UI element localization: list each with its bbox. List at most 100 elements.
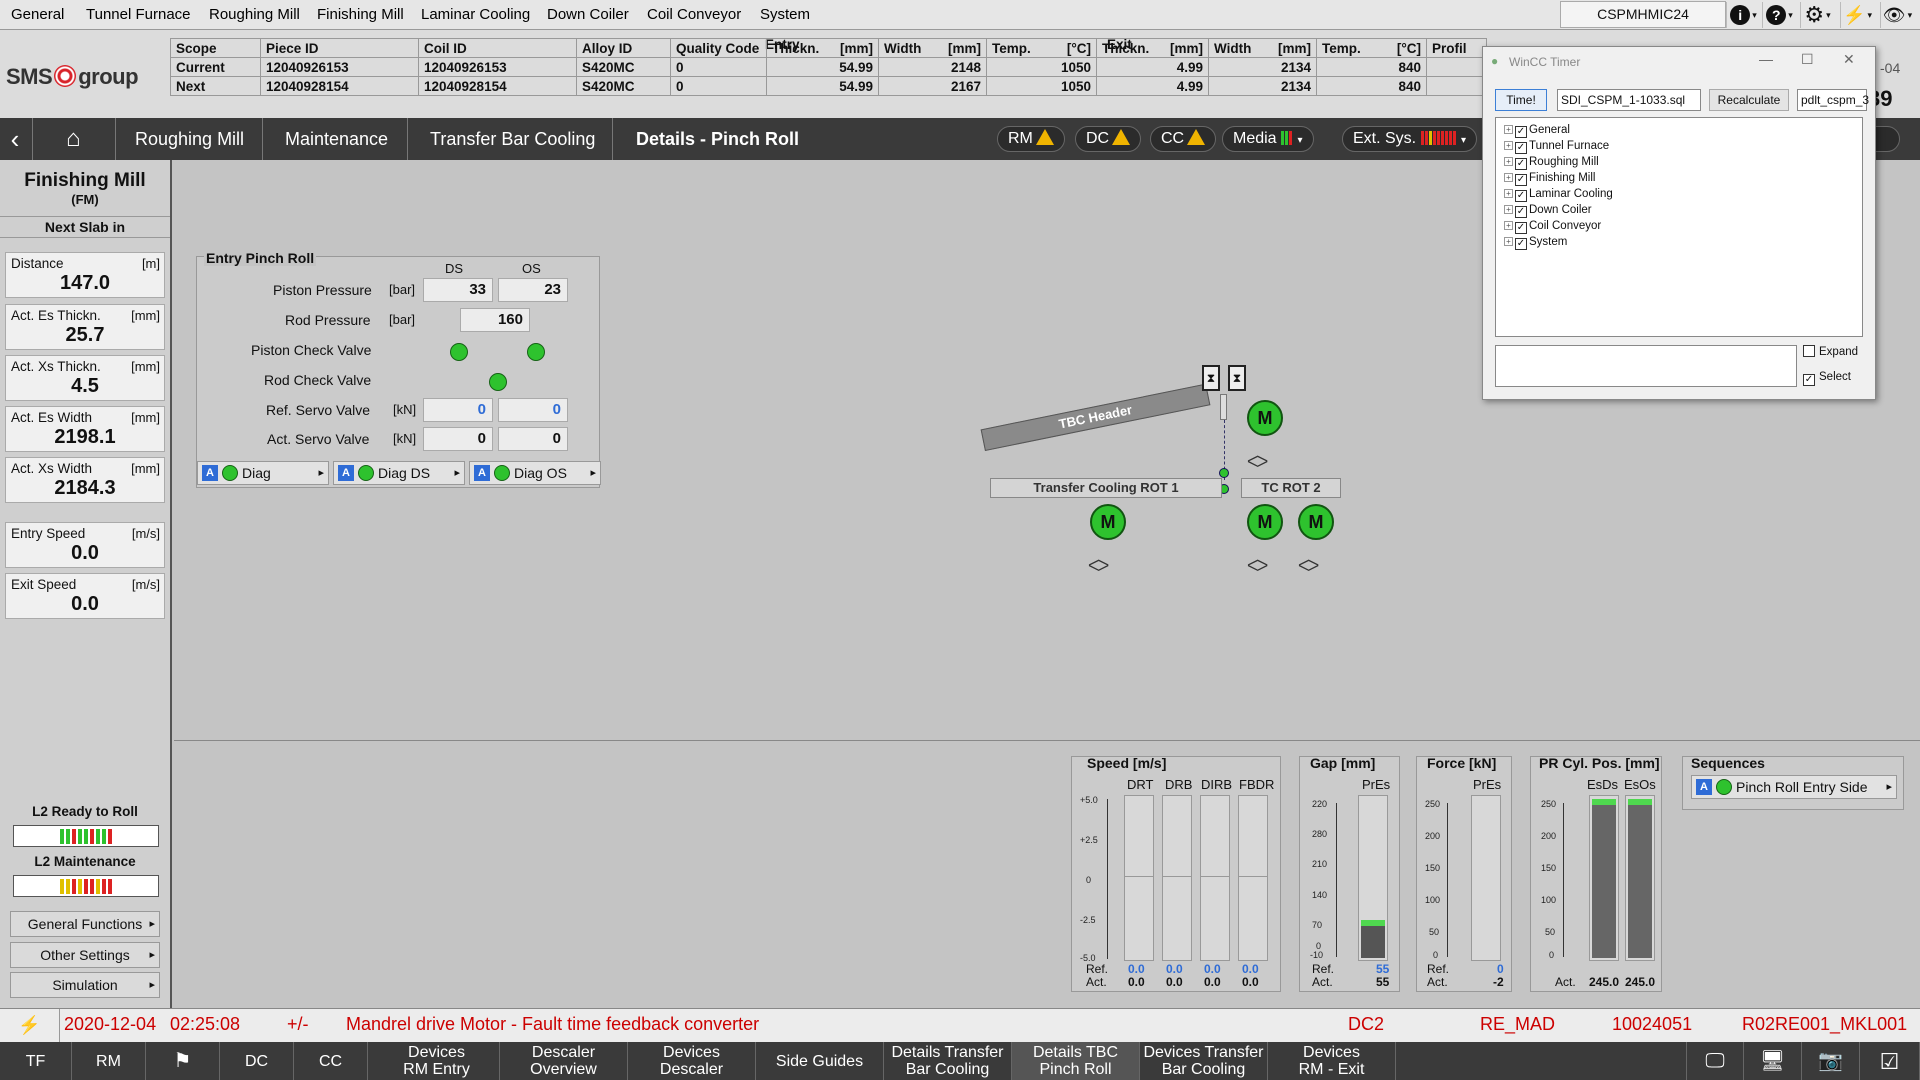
menu-roughing-mill[interactable]: Roughing Mill bbox=[209, 6, 300, 23]
act-label: Act. bbox=[1312, 975, 1333, 989]
popup-title: WinCC Timer bbox=[1509, 55, 1581, 69]
output-textbox[interactable] bbox=[1495, 345, 1797, 387]
cc-status-pill[interactable]: CC bbox=[1150, 126, 1217, 152]
tab-devices-descaler[interactable]: Devices Descaler bbox=[628, 1042, 756, 1080]
monitor-settings-icon[interactable]: 🖥 bbox=[1744, 1042, 1802, 1080]
other-settings-button[interactable]: Other Settings bbox=[10, 942, 160, 968]
tree-item-roughing-mill[interactable]: + ✓ Roughing Mill bbox=[1504, 154, 1599, 170]
menu-tunnel-furnace[interactable]: Tunnel Furnace bbox=[86, 6, 191, 23]
diag-button[interactable]: A Diag bbox=[197, 461, 329, 485]
tree-item-general[interactable]: + ✓ General bbox=[1504, 122, 1570, 138]
l2-maintenance-label: L2 Maintenance bbox=[34, 854, 136, 869]
general-functions-button[interactable]: General Functions bbox=[10, 911, 160, 937]
table-row: Next 12040928154 12040928154 S420MC 0 54.99 2… bbox=[170, 76, 1487, 96]
time-button[interactable]: Time! bbox=[1495, 89, 1547, 111]
rot2-label: TC ROT 2 bbox=[1241, 478, 1341, 498]
tab-tf[interactable]: TF bbox=[0, 1042, 72, 1080]
tab-cc[interactable]: CC bbox=[294, 1042, 368, 1080]
left-panel: Finishing Mill (FM) Next Slab in Distanc… bbox=[0, 160, 172, 1008]
back-icon[interactable]: ‹ bbox=[10, 124, 20, 154]
tree-item-system[interactable]: + ✓ System bbox=[1504, 234, 1567, 250]
act-servo-valve-label: Act. Servo Valve bbox=[267, 431, 370, 447]
help-icon[interactable]: ? ▾ bbox=[1762, 2, 1796, 28]
header-connector-line bbox=[1224, 420, 1225, 480]
tab-side-guides[interactable]: Side Guides bbox=[756, 1042, 884, 1080]
force-act-value: -2 bbox=[1493, 975, 1504, 989]
speed-ref-fbdr: 0.0 bbox=[1242, 962, 1259, 976]
menu-coil-conveyor[interactable]: Coil Conveyor bbox=[647, 6, 742, 23]
pinch-roll-entry-side-button[interactable]: A Pinch Roll Entry Side bbox=[1691, 775, 1897, 799]
motor-icon[interactable]: M bbox=[1298, 504, 1334, 540]
gap-col-pres: PrEs bbox=[1362, 777, 1391, 792]
recalculate-button[interactable]: Recalculate bbox=[1709, 89, 1789, 111]
power-icon[interactable]: ⚡ ▾ bbox=[1840, 2, 1874, 28]
menu-general[interactable]: General bbox=[11, 6, 65, 23]
tab-details-transfer-bar-cooling[interactable]: Details Transfer Bar Cooling bbox=[884, 1042, 1012, 1080]
menu-finishing-mill[interactable]: Finishing Mill bbox=[317, 6, 404, 23]
select-checkbox[interactable]: ✓ Select bbox=[1803, 371, 1851, 386]
tree-item-tunnel-furnace[interactable]: + ✓ Tunnel Furnace bbox=[1504, 138, 1609, 154]
tree-item-down-coiler[interactable]: + ✓ Down Coiler bbox=[1504, 202, 1592, 218]
tick-label: +5.0 bbox=[1080, 795, 1098, 805]
media-led-icon bbox=[1281, 129, 1293, 153]
act-es-width-box: Act. Es Width [mm] 2198.1 bbox=[5, 406, 165, 452]
tab-rm[interactable]: RM bbox=[72, 1042, 146, 1080]
breadcrumb-transfer-bar-cooling[interactable]: Transfer Bar Cooling bbox=[430, 129, 596, 149]
pr-act-esos: 245.0 bbox=[1625, 975, 1656, 989]
flag-icon[interactable]: ⚑ bbox=[146, 1042, 220, 1080]
tab-details-tbc-pinch-roll[interactable]: Details TBC Pinch Roll bbox=[1012, 1042, 1140, 1080]
eye-icon[interactable]: 👁 ▾ bbox=[1880, 2, 1914, 28]
tab-dc[interactable]: DC bbox=[220, 1042, 294, 1080]
tab-devices-transfer-bar-cooling[interactable]: Devices Transfer Bar Cooling bbox=[1140, 1042, 1268, 1080]
diag-os-button[interactable]: A Diag OS bbox=[469, 461, 601, 485]
tab-devices-rm-exit[interactable]: Devices RM - Exit bbox=[1268, 1042, 1396, 1080]
tab-devices-rm-entry[interactable]: Devices RM Entry bbox=[374, 1042, 500, 1080]
gear-icon[interactable]: ⚙ ▾ bbox=[1800, 2, 1834, 28]
chevron-left-right-icon[interactable]: ᐸᐳ bbox=[1247, 454, 1268, 471]
home-icon[interactable]: ⌂ bbox=[66, 125, 81, 152]
alarm-lightning-icon[interactable]: ⚡ bbox=[0, 1009, 60, 1043]
minimize-icon[interactable]: — bbox=[1759, 51, 1773, 67]
checkbox-icon[interactable]: ☑ bbox=[1860, 1042, 1920, 1080]
camera-icon[interactable]: 📷 bbox=[1802, 1042, 1860, 1080]
close-icon[interactable]: ✕ bbox=[1843, 51, 1855, 67]
speed-bar-dirb bbox=[1200, 795, 1230, 961]
motor-icon[interactable]: M bbox=[1247, 400, 1283, 436]
ext-sys-pill[interactable]: Ext. Sys. ▾ bbox=[1342, 126, 1478, 152]
status-dot-icon bbox=[494, 465, 510, 481]
chevron-left-right-icon[interactable]: ᐸᐳ bbox=[1088, 558, 1109, 575]
info-icon[interactable]: i ▾ bbox=[1726, 2, 1760, 28]
sql-file-field[interactable]: SDI_CSPM_1-1033.sql bbox=[1557, 89, 1701, 111]
menu-system[interactable]: System bbox=[760, 6, 811, 23]
alarm-status-bar[interactable]: ⚡ 2020-12-04 02:25:08 +/- Mandrel drive … bbox=[0, 1008, 1920, 1043]
breadcrumb-maintenance[interactable]: Maintenance bbox=[285, 129, 389, 149]
motor-icon[interactable]: M bbox=[1090, 504, 1126, 540]
app-icon: ● bbox=[1491, 54, 1499, 68]
tick-label: 100 bbox=[1425, 895, 1441, 905]
rod-pressure-unit: [bar] bbox=[389, 312, 416, 327]
tree-item-coil-conveyor[interactable]: + ✓ Coil Conveyor bbox=[1504, 218, 1601, 234]
tree-item-laminar-cooling[interactable]: + ✓ Laminar Cooling bbox=[1504, 186, 1613, 202]
rm-status-pill[interactable]: RM bbox=[997, 126, 1065, 152]
pr-axis bbox=[1563, 803, 1564, 957]
media-pill[interactable]: Media ▾ bbox=[1222, 126, 1314, 152]
menu-down-coiler[interactable]: Down Coiler bbox=[547, 6, 629, 23]
expand-checkbox[interactable]: Expand bbox=[1803, 345, 1858, 358]
chevron-left-right-icon[interactable]: ᐸᐳ bbox=[1298, 558, 1319, 575]
chevron-left-right-icon[interactable]: ᐸᐳ bbox=[1247, 558, 1268, 575]
breadcrumb-roughing-mill[interactable]: Roughing Mill bbox=[135, 129, 245, 149]
valve-icon[interactable]: ⧗ bbox=[1228, 365, 1246, 391]
tree-item-finishing-mill[interactable]: + ✓ Finishing Mill bbox=[1504, 170, 1595, 186]
motor-icon[interactable]: M bbox=[1247, 504, 1283, 540]
task-bar: TF RM ⚑ DC CC Devices RM Entry Descaler … bbox=[0, 1042, 1920, 1080]
pdlt-field[interactable]: pdlt_cspm_3 bbox=[1797, 89, 1869, 111]
menu-laminar-cooling[interactable]: Laminar Cooling bbox=[421, 6, 531, 23]
monitor-icon[interactable]: 🖵 bbox=[1686, 1042, 1744, 1080]
force-col-pres: PrEs bbox=[1473, 777, 1502, 792]
tab-descaler-overview[interactable]: Descaler Overview bbox=[500, 1042, 628, 1080]
dc-status-pill[interactable]: DC bbox=[1075, 126, 1142, 152]
maximize-icon[interactable]: ☐ bbox=[1801, 51, 1814, 67]
simulation-button[interactable]: Simulation bbox=[10, 972, 160, 998]
valve-icon[interactable]: ⧗ bbox=[1202, 365, 1220, 391]
diag-ds-button[interactable]: A Diag DS bbox=[333, 461, 465, 485]
